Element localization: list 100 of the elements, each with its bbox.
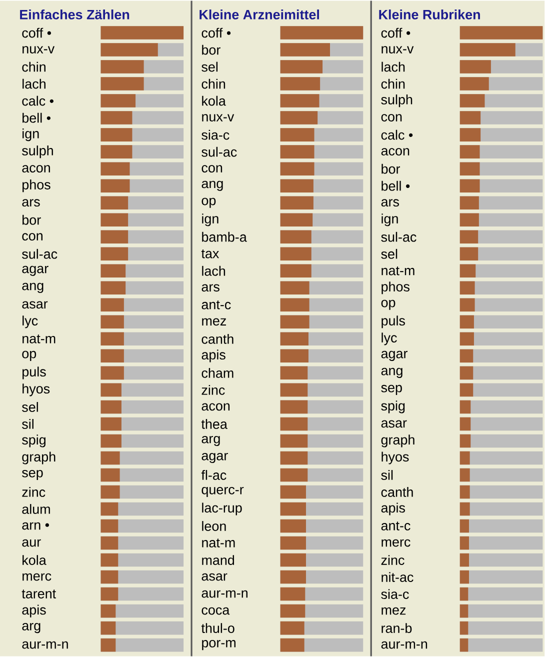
y-tick-label: nat-m — [22, 334, 56, 344]
y-tick-label: sel — [381, 248, 398, 259]
bar — [280, 604, 306, 618]
bar — [100, 502, 118, 516]
y-tick-label: cham — [202, 368, 234, 378]
bar — [100, 604, 116, 618]
bar — [460, 315, 474, 329]
y-tick-label: con — [202, 165, 222, 173]
bar — [100, 281, 126, 295]
bar — [280, 553, 306, 567]
bar — [460, 638, 468, 652]
y-tick-label: spig — [381, 400, 405, 414]
y-tick-label: sil — [381, 470, 393, 480]
y-tick-label: acon — [22, 165, 50, 173]
bar — [100, 332, 124, 346]
y-tick-label: aur — [22, 539, 42, 547]
y-tick-label: graph — [22, 452, 56, 464]
bar — [460, 179, 480, 192]
y-tick-label: sil — [22, 419, 34, 429]
y-tick-label: phos — [22, 180, 51, 192]
y-tick-label: phos — [382, 282, 410, 294]
y-tick-label: coff • — [202, 28, 231, 38]
y-tick-label: chin — [22, 62, 46, 72]
y-tick-label: leon — [202, 521, 226, 531]
bar — [460, 587, 468, 601]
y-tick-label: nux-v — [382, 46, 414, 54]
bar — [460, 383, 474, 397]
bar — [100, 315, 124, 329]
y-tick-label: nux-v — [22, 46, 55, 54]
y-tick-label: coff • — [382, 28, 410, 38]
y-tick-label: aur-m-n — [382, 641, 428, 649]
bar — [460, 553, 470, 567]
y-tick-label: canth — [382, 487, 414, 497]
y-tick-label: bor — [22, 214, 42, 225]
y-tick-label: mand — [202, 555, 234, 565]
bar — [280, 638, 304, 652]
bar — [100, 434, 122, 448]
y-tick-label: ign — [22, 128, 39, 142]
y-tick-label: sulph — [22, 146, 54, 158]
y-tick-label: arg — [202, 436, 220, 446]
y-tick-label: thea — [202, 419, 228, 429]
y-tick-label: ang — [382, 368, 403, 378]
y-tick-label: tarent — [22, 590, 56, 598]
y-tick-label: ars — [202, 284, 220, 292]
y-tick-label: bell • — [22, 112, 51, 123]
bar — [460, 230, 478, 244]
bar — [100, 570, 118, 584]
y-tick-label: ars — [22, 199, 40, 207]
y-tick-label: apis — [382, 502, 406, 516]
bar — [460, 417, 471, 431]
y-tick-label: tax — [202, 249, 220, 258]
bar — [460, 298, 475, 312]
bar — [460, 570, 470, 584]
y-tick-label: thul-o — [202, 623, 234, 633]
y-tick-label: asar — [22, 301, 48, 309]
bar — [460, 247, 478, 260]
bar — [100, 468, 120, 482]
y-tick-label: arn • — [22, 522, 50, 530]
y-tick-label: nat-m — [382, 266, 414, 276]
y-tick-label: graph — [381, 434, 414, 448]
y-tick-label: lyc — [22, 316, 38, 328]
y-tick-label: kola — [22, 555, 47, 565]
chart-title: Kleine Arzneimittel — [200, 10, 320, 20]
y-tick-label: sia-c — [202, 130, 230, 140]
y-tick-label: asar — [202, 573, 228, 581]
bar — [460, 213, 480, 226]
y-tick-label: lach — [22, 78, 46, 89]
y-tick-label: calc • — [22, 96, 54, 106]
bar — [100, 451, 120, 465]
y-tick-label: sep — [381, 384, 402, 395]
bar — [280, 587, 306, 601]
y-tick-label: ign — [382, 214, 398, 226]
y-tick-label: nux-v — [202, 114, 234, 122]
bar — [460, 145, 480, 158]
y-tick-label: bor — [202, 44, 221, 55]
bar — [460, 604, 468, 618]
y-tick-label: agar — [382, 350, 408, 361]
bar — [280, 485, 306, 499]
y-tick-label: zinc — [381, 555, 405, 565]
y-tick-label: apis — [22, 604, 46, 618]
bar — [100, 519, 118, 533]
bar — [280, 570, 306, 584]
y-tick-label: op — [381, 300, 396, 310]
y-tick-label: sul-ac — [381, 232, 416, 242]
bar — [460, 366, 474, 380]
y-tick-label: arg — [22, 623, 40, 634]
bar — [460, 94, 485, 108]
y-tick-label: ant-c — [202, 300, 231, 310]
y-tick-label: merc — [22, 573, 52, 581]
bar — [100, 417, 122, 431]
y-tick-label: agar — [22, 266, 49, 276]
y-tick-label: spig — [22, 434, 46, 448]
y-tick-label: hyos — [382, 452, 409, 464]
y-tick-label: agar — [202, 452, 228, 463]
bar — [280, 502, 306, 516]
y-tick-label: bell • — [382, 180, 410, 191]
y-tick-label: mez — [382, 607, 406, 615]
bar — [460, 434, 471, 448]
bar — [460, 196, 480, 210]
y-tick-label: lyc — [382, 332, 398, 346]
